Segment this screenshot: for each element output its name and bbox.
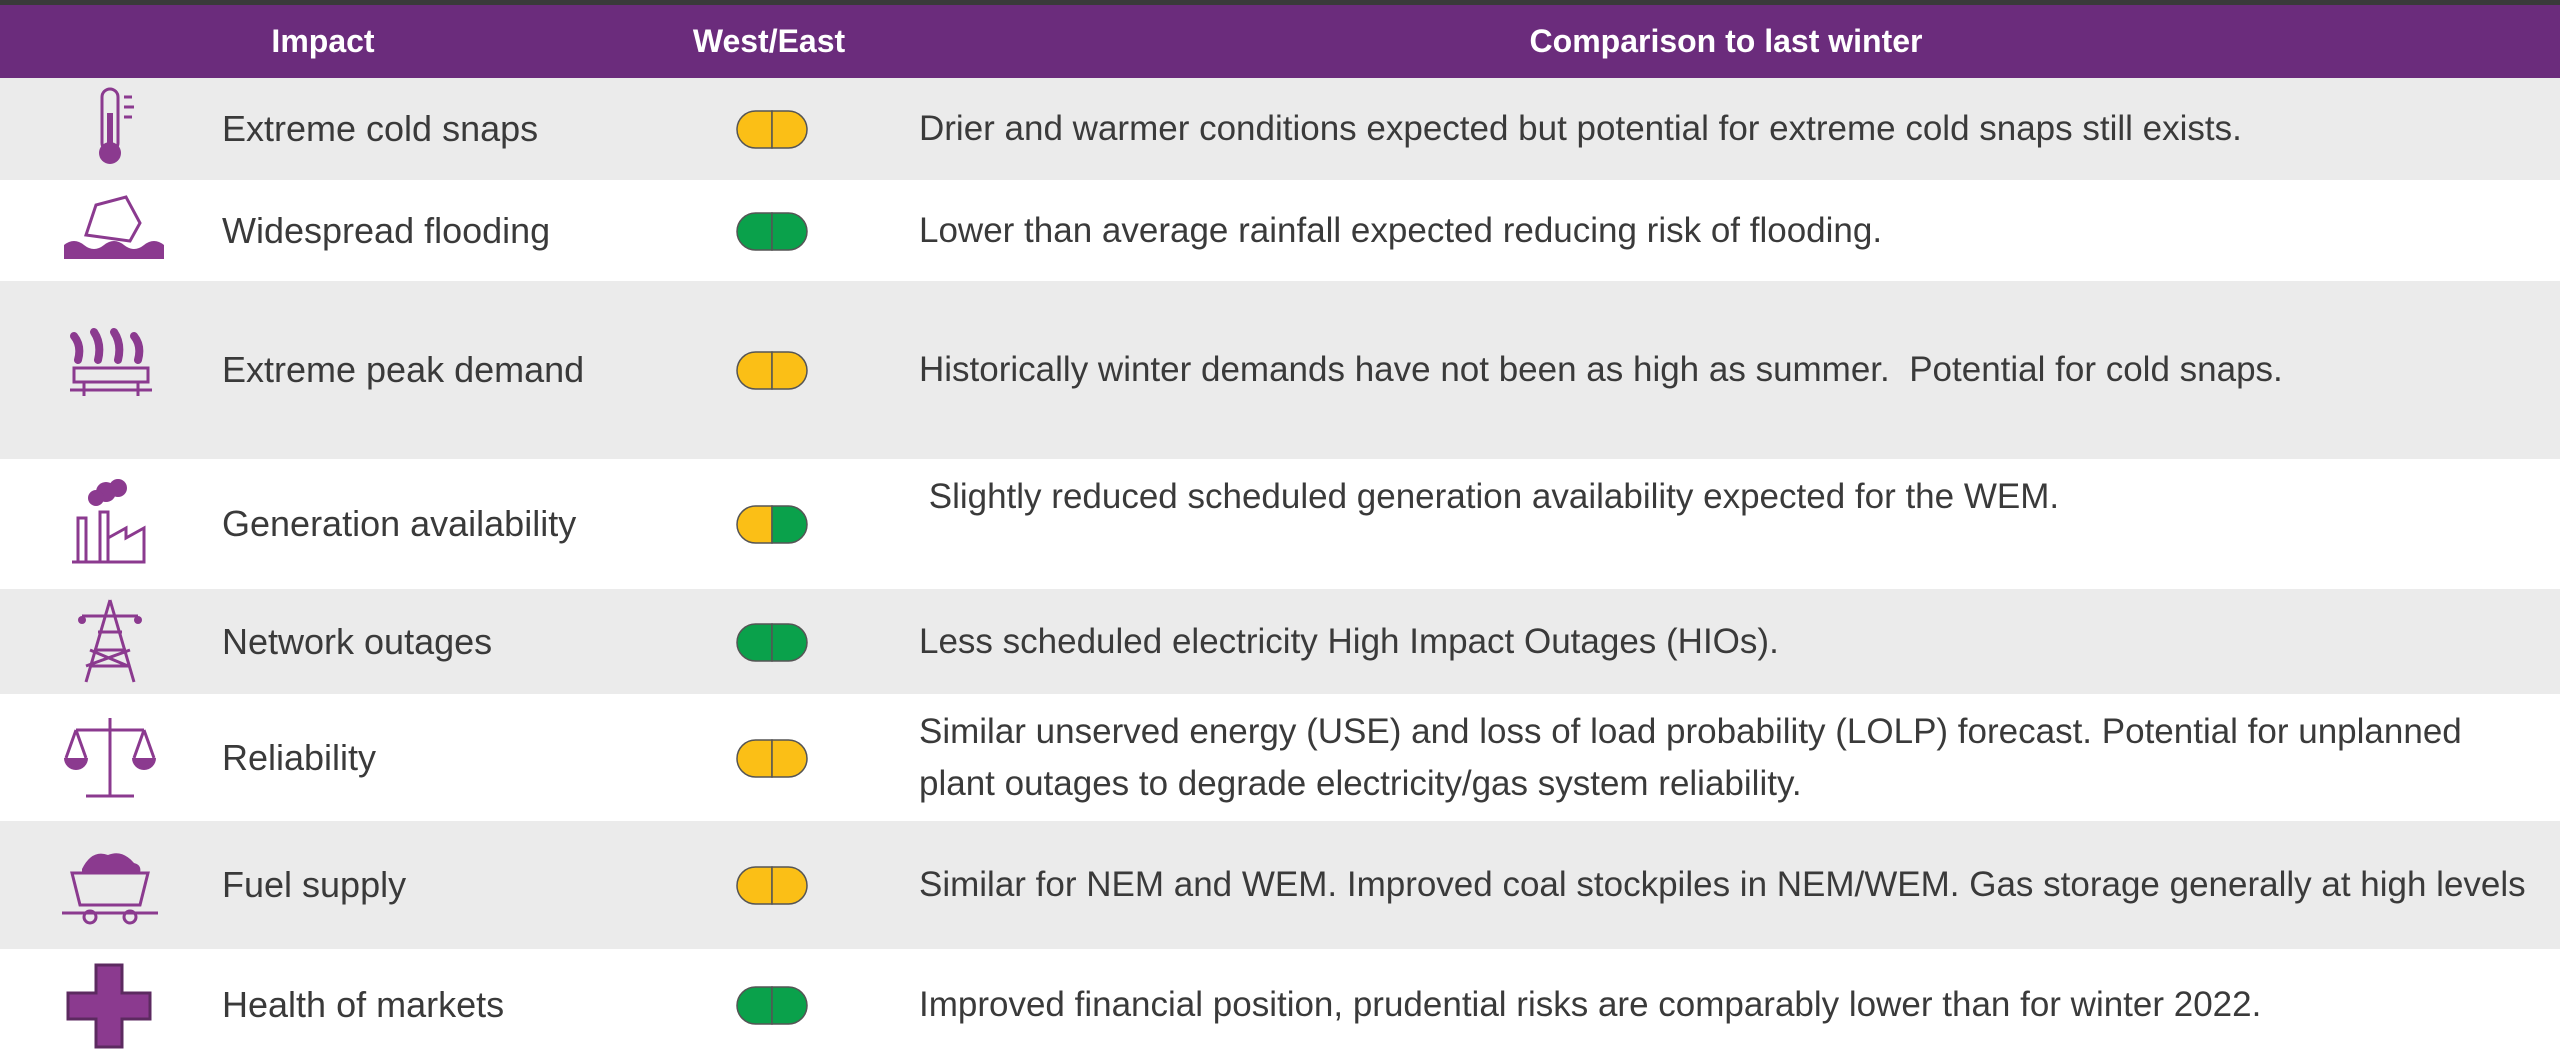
east-status [771,505,808,544]
east-status [771,622,808,662]
west-status [736,986,773,1025]
comparison-text: Improved financial position, prudential … [919,985,2262,1024]
west-status [736,351,773,390]
status-pill [736,866,808,905]
row-icon [72,479,146,564]
row-icon [62,853,158,925]
west-status [736,211,773,251]
table-row: Health of markets Improved financial posi… [0,949,2560,1061]
east-status [771,211,808,251]
comparison-text: Lower than average rainfall expected red… [919,210,1883,250]
status-pill [736,505,808,544]
status-pill [736,351,808,390]
comparison-text: Similar for NEM and WEM. Improved coal s… [919,865,2526,904]
impact-label: Generation availability [222,503,577,544]
east-status [771,738,808,778]
table-row: Network outages Less scheduled electricit… [0,589,2560,694]
east-status [771,986,808,1025]
west-status [736,866,773,905]
table-row: Extreme peak demand Historically winter d… [0,281,2560,459]
table-row: Widespread flooding Lower than average ra… [0,180,2560,281]
comparison-text: Historically winter demands have not bee… [919,350,2283,389]
comparison-text: Slightly reduced scheduled generation av… [919,477,2060,516]
east-status [771,866,808,905]
table-row: Fuel supply Similar for NEM and WEM. Impr… [0,821,2560,949]
header-cell: Impact [271,23,375,59]
table-header: Impact West/East Comparison to last wint… [0,5,2560,78]
impact-label: Reliability [222,736,377,778]
comparison-text: Less scheduled electricity High Impact O… [919,621,1779,661]
header-cell: West/East [692,23,846,59]
table-row: Extreme cold snaps Drier and warmer condi… [0,78,2560,180]
table-row: Reliability Similar unserved energy (USE)… [0,694,2560,821]
row-icon [66,963,152,1049]
west-status [736,738,773,778]
west-status [736,622,773,662]
west-status [736,110,773,149]
west-status [736,505,773,544]
status-pill [736,622,808,662]
header-cell: Comparison to last winter [1529,23,1923,59]
row-icon [99,87,134,164]
row-icon [70,328,152,396]
east-status [771,110,808,149]
row-icon [64,717,156,797]
impact-label: Extreme cold snaps [222,108,539,149]
impact-label: Fuel supply [222,864,407,905]
status-pill [736,211,808,251]
comparison-text: Similar unserved energy (USE) and loss o… [919,711,2472,803]
table-row: Generation availability Slightly reduced… [0,459,2560,589]
impact-label: Extreme peak demand [222,349,585,390]
comparison-text: Drier and warmer conditions expected but… [919,109,2242,148]
impact-label: Widespread flooding [222,209,551,251]
status-pill [736,738,808,778]
row-icon [78,599,142,682]
top-rule [0,0,2560,5]
impact-label: Network outages [222,620,493,662]
status-pill [736,986,808,1025]
east-status [771,351,808,390]
row-icon [64,194,164,259]
status-pill [736,110,808,149]
impact-label: Health of markets [222,984,505,1025]
